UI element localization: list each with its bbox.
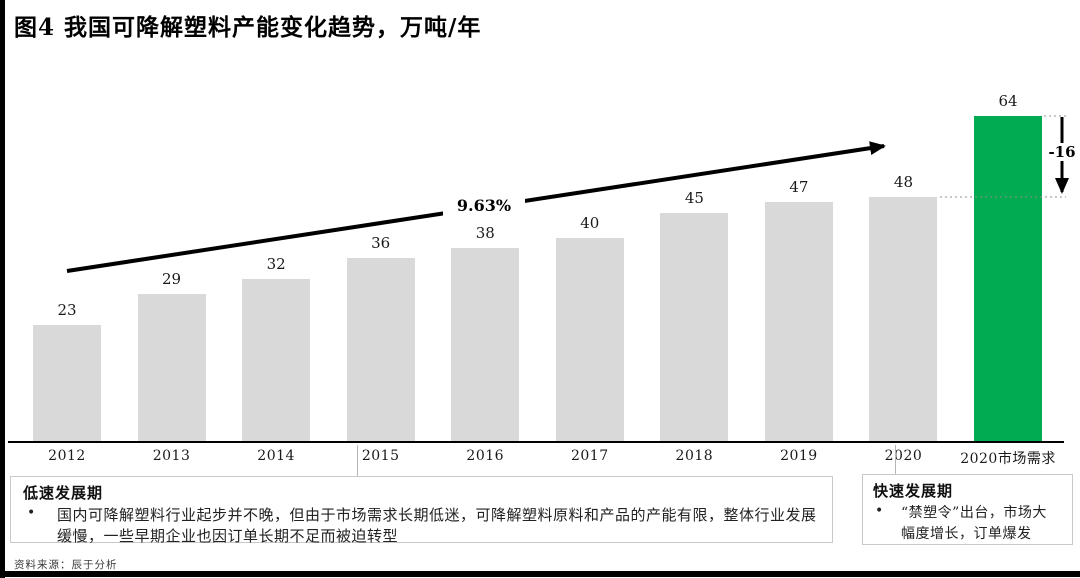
bar-2013: [137, 294, 206, 442]
bar-value-label: 48: [893, 173, 914, 192]
bullet-icon: •: [27, 505, 36, 521]
note-box-fast-period: 快速发展期 • “禁塑令”出台，市场大幅度增长，订单爆发: [862, 474, 1073, 545]
x-axis-label: 2014: [257, 448, 295, 464]
bottom-border-strip: [0, 571, 1080, 577]
x-axis-label: 2017: [570, 448, 609, 464]
x-axis-label: 2016: [466, 448, 505, 464]
x-axis-label: 2013: [152, 448, 191, 464]
x-axis-label: 2015: [361, 448, 400, 464]
bar-2016: [451, 248, 520, 442]
bar-value-label: 64: [998, 91, 1018, 110]
bar-2020: [869, 197, 938, 442]
figure-title: 图4 我国可降解塑料产能变化趋势，万吨/年: [14, 14, 482, 41]
x-axis-label: 2012: [48, 448, 86, 464]
left-border-strip: [0, 0, 5, 578]
bar-2019: [764, 202, 833, 442]
bar-2020市场需求: [974, 115, 1043, 442]
note-box-slow-period: 低速发展期 • 国内可降解塑料行业起步并不晚，但由于市场需求长期低迷，可降解塑料…: [10, 476, 833, 545]
x-axis-line: [8, 441, 1064, 443]
bullet-icon: •: [875, 503, 884, 519]
bar-2012: [33, 324, 101, 442]
bar-value-label: 38: [475, 224, 495, 243]
connector-line-fast-period: [895, 445, 896, 474]
bar-value-label: 32: [266, 254, 286, 273]
note-text: “禁塑令”出台，市场大幅度增长，订单爆发: [901, 505, 1047, 542]
bar-value-label: 36: [371, 234, 391, 253]
bar-value-label: 23: [57, 300, 77, 319]
x-axis-label: 2018: [675, 448, 714, 464]
x-axis-label: 2019: [780, 448, 818, 464]
bar-value-label: 40: [580, 214, 600, 232]
x-axis-label: 2020市场需求: [960, 451, 1056, 467]
gap-value-label: -16: [1042, 143, 1080, 161]
bar-value-label: 45: [684, 188, 704, 207]
note-title: 低速发展期: [23, 484, 104, 502]
bar-value-label: 29: [162, 270, 182, 289]
note-text: 国内可降解塑料行业起步并不晚，但由于市场需求长期低迷，可降解塑料原料和产品的产能…: [57, 506, 817, 545]
bar-2017: [555, 238, 624, 442]
x-axis-label: 2020: [884, 448, 923, 464]
bar-value-label: 47: [789, 178, 809, 197]
growth-rate-label: 9.63%: [443, 196, 525, 216]
bar-2014: [242, 278, 311, 442]
bar-2018: [660, 212, 729, 442]
bar-2015: [346, 258, 415, 442]
source-note: 资料来源：辰于分析: [14, 559, 118, 571]
connector-line-slow-period: [357, 445, 358, 476]
note-title: 快速发展期: [873, 482, 954, 500]
